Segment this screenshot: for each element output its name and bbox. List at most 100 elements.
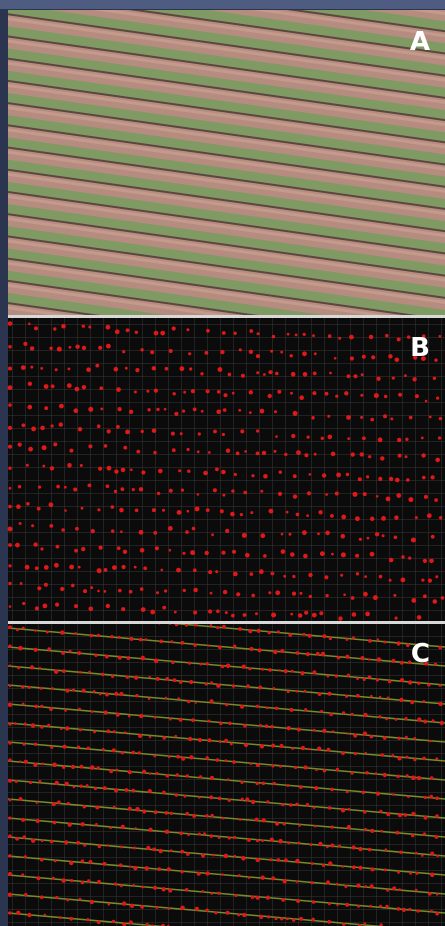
plant-dot — [206, 328, 210, 333]
plant-dot — [296, 899, 301, 903]
plant-dot — [170, 849, 173, 852]
plant-dot — [394, 718, 398, 721]
plant-dot — [112, 730, 116, 734]
plant-dot — [89, 633, 94, 638]
plant-dot — [275, 435, 278, 438]
plant-dot — [168, 548, 172, 552]
plant-dot — [127, 770, 132, 775]
plant-dot — [114, 469, 119, 474]
plant-dot — [322, 634, 327, 639]
plant-dot — [264, 724, 269, 728]
plant-dot — [138, 637, 143, 642]
plant-dot — [267, 915, 271, 919]
plant-dot — [379, 904, 382, 908]
plant-dot — [183, 794, 187, 798]
plant-dot — [370, 828, 375, 834]
plant-dot — [100, 407, 104, 411]
plant-dot — [313, 352, 317, 356]
plant-dot — [319, 551, 325, 557]
plant-dot — [154, 546, 159, 551]
plant-dot — [438, 684, 442, 687]
plant-dot — [350, 771, 354, 775]
plant-dot — [133, 390, 137, 394]
plant-dot — [364, 885, 368, 888]
plant-dot — [209, 591, 213, 595]
plant-dot — [8, 758, 12, 762]
plant-dot — [87, 483, 92, 488]
plant-dot — [380, 829, 384, 833]
plant-dot — [248, 667, 252, 671]
plant-dot — [140, 429, 144, 434]
plant-dot — [42, 603, 48, 609]
plant-dot — [437, 436, 442, 440]
plant-dot — [267, 630, 271, 635]
plant-dot — [409, 872, 412, 875]
plant-dot — [302, 351, 307, 357]
plant-dot — [384, 394, 388, 399]
plant-dot — [150, 350, 155, 355]
plant-dot — [363, 810, 367, 814]
plant-dot — [21, 685, 25, 689]
plant-dot — [120, 845, 123, 849]
plant-dot — [81, 324, 86, 328]
plant-dot — [209, 834, 214, 838]
plant-dot — [292, 494, 298, 499]
plant-dot — [221, 469, 226, 475]
plant-dot — [180, 905, 185, 911]
plant-dot — [267, 393, 272, 399]
plant-dot — [230, 511, 235, 517]
plant-dot — [167, 907, 171, 910]
plant-dot — [8, 564, 12, 568]
plant-dot — [27, 381, 33, 386]
plant-dot — [396, 907, 401, 911]
plant-dot — [210, 775, 214, 780]
plant-dot — [346, 673, 350, 677]
plant-dot — [439, 516, 443, 520]
plant-dot — [280, 350, 284, 354]
plant-dot — [159, 639, 164, 644]
plant-dot — [132, 884, 135, 887]
plant-dot — [233, 331, 237, 335]
plant-dot — [162, 605, 167, 610]
plant-dot — [411, 833, 415, 838]
plant-dot — [55, 895, 59, 900]
plant-dot — [373, 393, 379, 399]
plant-dot — [378, 574, 383, 579]
plant-dot — [438, 334, 442, 338]
plant-dot — [227, 778, 230, 781]
plant-dot — [378, 476, 383, 481]
plant-dot — [41, 445, 47, 451]
plant-dot — [153, 450, 157, 455]
plant-dot — [24, 564, 30, 570]
plant-dot — [133, 846, 137, 850]
plant-dot — [25, 463, 29, 467]
plant-dot — [239, 513, 243, 517]
plant-dot — [351, 612, 357, 617]
plant-dot — [93, 786, 98, 791]
plant-dot — [435, 757, 439, 761]
plant-dot — [16, 504, 21, 510]
plant-dot — [233, 854, 237, 858]
plant-dot — [176, 510, 182, 515]
plant-dot — [399, 660, 404, 665]
plant-dot — [28, 446, 33, 452]
plant-dot — [80, 822, 85, 827]
plant-dot — [278, 838, 283, 844]
plant-dot — [48, 502, 54, 508]
plant-dot — [66, 383, 72, 388]
plant-dot — [427, 891, 432, 896]
plant-dot — [53, 669, 59, 674]
plant-dot — [397, 437, 402, 443]
plant-dot — [295, 880, 299, 883]
plant-dot — [405, 755, 409, 759]
plant-dot — [272, 687, 276, 690]
plant-dot — [164, 696, 168, 700]
plant-dot — [320, 651, 326, 657]
plant-dot — [274, 410, 277, 414]
plant-dot — [193, 568, 197, 572]
plant-dot — [80, 880, 85, 885]
plant-dot — [116, 387, 121, 392]
plant-dot — [219, 721, 223, 725]
plant-dot — [238, 348, 242, 352]
plant-dot — [234, 893, 238, 897]
